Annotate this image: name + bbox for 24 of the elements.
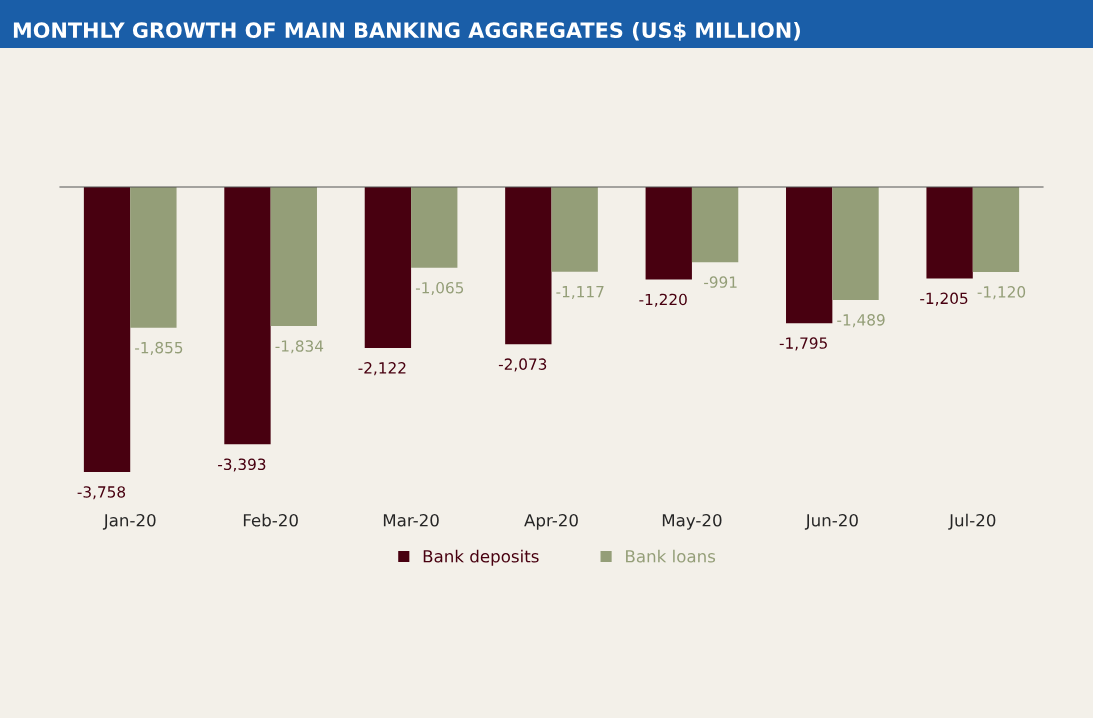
data-label: -1,220 — [639, 293, 687, 307]
data-label: -1,795 — [779, 337, 827, 351]
data-label: -1,855 — [135, 341, 183, 355]
legend-label: Bank deposits — [423, 549, 539, 566]
data-label: -991 — [704, 276, 737, 288]
chart-title: MONTHLY GROWTH OF MAIN BANKING AGGREGATES (US$ MILLION) — [13, 21, 800, 41]
data-label: -2,122 — [358, 362, 406, 376]
legend-label: Bank loans — [626, 549, 716, 563]
data-label: -1,489 — [837, 314, 885, 328]
x-tick-label: Jun-20 — [804, 513, 858, 530]
data-label: -1,117 — [556, 286, 604, 299]
x-tick-label: May-20 — [662, 513, 722, 530]
x-tick-label: Feb-20 — [243, 513, 298, 527]
x-tick-label: Jan-20 — [102, 513, 156, 530]
x-tick-label: Jul-20 — [948, 513, 996, 530]
x-tick-label: Apr-20 — [524, 513, 578, 530]
data-label: -1,120 — [977, 286, 1026, 300]
data-label: -1,065 — [415, 281, 464, 296]
data-label: -3,393 — [218, 458, 266, 472]
x-tick-label: Mar-20 — [383, 513, 439, 527]
data-label: -1,205 — [920, 292, 968, 306]
data-label: -3,758 — [77, 486, 126, 500]
data-label: -2,073 — [498, 358, 547, 372]
data-label: -1,834 — [275, 340, 324, 354]
